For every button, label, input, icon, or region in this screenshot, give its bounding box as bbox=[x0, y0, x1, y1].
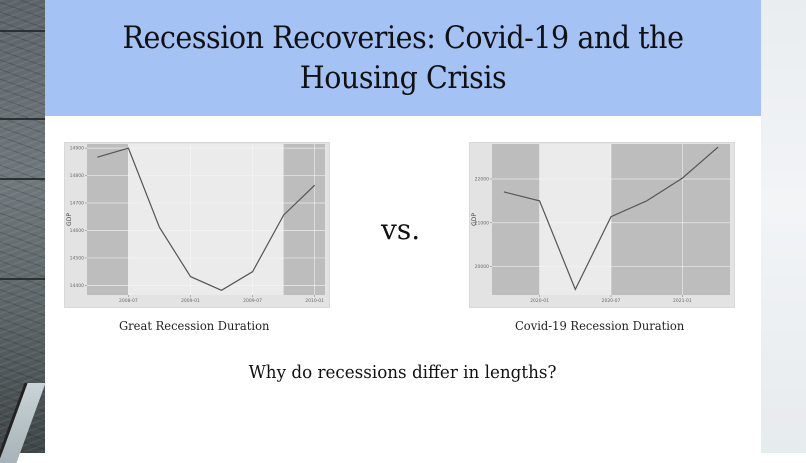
covid-recession-caption: Covid-19 Recession Duration bbox=[515, 318, 685, 333]
gdp-line bbox=[97, 147, 316, 291]
decor-glint bbox=[0, 383, 46, 463]
decor-line bbox=[0, 278, 45, 280]
svg-text:14600: 14600 bbox=[70, 228, 84, 234]
svg-text:22000: 22000 bbox=[475, 177, 489, 183]
svg-text:2010-01: 2010-01 bbox=[305, 298, 324, 304]
decor-line bbox=[0, 30, 45, 32]
svg-text:2009-07: 2009-07 bbox=[243, 298, 262, 304]
gdp-line bbox=[503, 146, 719, 291]
svg-text:21000: 21000 bbox=[475, 220, 489, 226]
svg-text:14800: 14800 bbox=[70, 173, 84, 179]
recession-shade bbox=[283, 144, 325, 295]
svg-text:2021-01: 2021-01 bbox=[673, 298, 692, 304]
question-text: Why do recessions differ in lengths? bbox=[249, 362, 557, 383]
svg-text:2008-07: 2008-07 bbox=[119, 298, 138, 304]
great-recession-plot: 14400 14500 14600 14700 14800 14900 2008-07 200… bbox=[66, 144, 325, 304]
great-recession-caption: Great Recession Duration bbox=[119, 318, 270, 333]
vs-label: vs. bbox=[381, 213, 421, 246]
recession-shade bbox=[611, 144, 730, 295]
svg-text:14900: 14900 bbox=[70, 146, 84, 152]
svg-text:2020-07: 2020-07 bbox=[602, 298, 621, 304]
svg-text:2020-01: 2020-01 bbox=[530, 298, 549, 304]
svg-text:20000: 20000 bbox=[475, 264, 489, 270]
svg-text:14500: 14500 bbox=[70, 255, 84, 261]
decor-line bbox=[0, 178, 45, 180]
recession-shade bbox=[492, 144, 540, 295]
covid-recession-chart: 20000 21000 22000 2020-01 2020-07 2021-01 GDP bbox=[469, 142, 735, 308]
svg-text:GDP: GDP bbox=[471, 213, 478, 226]
title-band: Recession Recoveries: Covid-19 and the H… bbox=[45, 0, 761, 116]
background-sky-image bbox=[761, 0, 806, 453]
background-building-image bbox=[0, 0, 46, 463]
svg-text:2009-01: 2009-01 bbox=[181, 298, 200, 304]
svg-text:14400: 14400 bbox=[70, 283, 84, 289]
svg-text:GDP: GDP bbox=[66, 213, 73, 226]
discussion-question: Why do recessions differ in lengths? bbox=[0, 362, 806, 383]
recession-shade bbox=[87, 144, 129, 295]
decor-line bbox=[0, 118, 45, 120]
slide-title: Recession Recoveries: Covid-19 and the H… bbox=[122, 20, 684, 96]
great-recession-chart: 14400 14500 14600 14700 14800 14900 2008-07 200… bbox=[64, 142, 330, 308]
svg-text:14700: 14700 bbox=[70, 201, 84, 207]
covid-recession-plot: 20000 21000 22000 2020-01 2020-07 2021-01 GDP bbox=[471, 144, 730, 304]
